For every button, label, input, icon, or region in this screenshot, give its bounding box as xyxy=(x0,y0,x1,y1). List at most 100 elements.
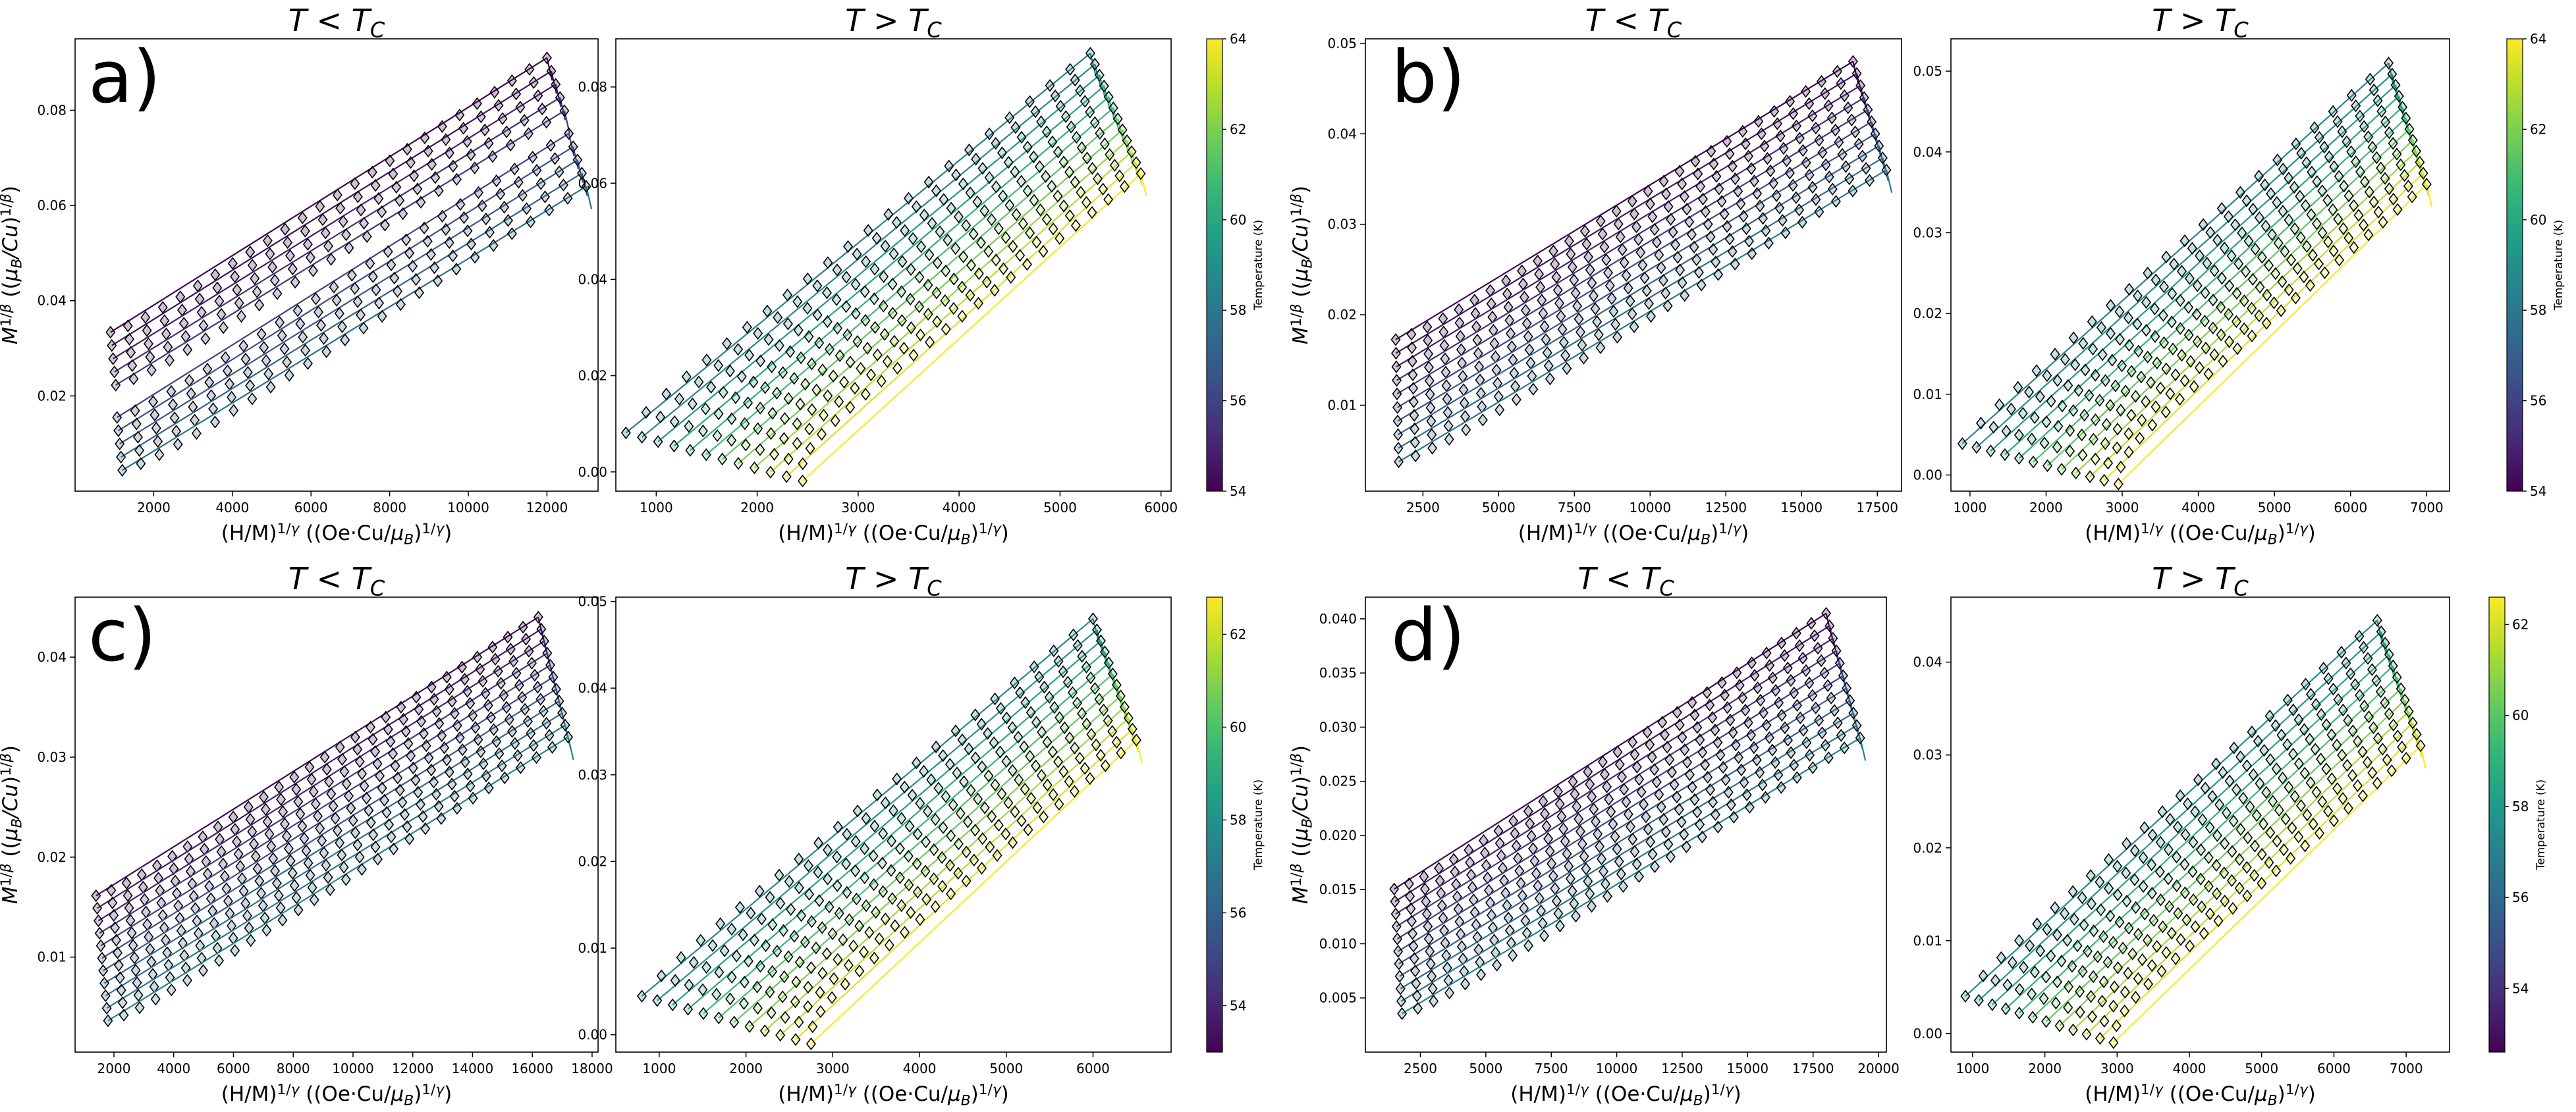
data-point xyxy=(1697,830,1707,843)
y-tick-label: 0.04 xyxy=(578,271,607,287)
data-point xyxy=(1738,691,1748,704)
data-point xyxy=(2367,140,2378,154)
data-point xyxy=(1422,320,1433,334)
data-point xyxy=(2312,174,2322,188)
data-point xyxy=(2270,719,2281,732)
data-point xyxy=(786,903,796,916)
data-point xyxy=(950,724,961,737)
data-point xyxy=(1761,718,1772,732)
data-point xyxy=(260,803,271,816)
data-point xyxy=(2337,749,2347,762)
data-point xyxy=(1410,422,1420,436)
data-point xyxy=(890,919,900,932)
data-point xyxy=(1743,716,1753,729)
data-point xyxy=(1837,147,1848,161)
data-point xyxy=(1127,722,1137,736)
data-point xyxy=(726,970,737,984)
data-point xyxy=(315,199,325,213)
data-point xyxy=(441,670,452,684)
data-point xyxy=(1824,170,1834,184)
data-point xyxy=(559,104,570,118)
data-point xyxy=(1427,428,1437,441)
data-point xyxy=(370,840,381,854)
data-point xyxy=(444,765,454,779)
axes-title: T < TC xyxy=(288,3,385,43)
data-point xyxy=(2155,381,2166,395)
data-point xyxy=(771,386,782,400)
fit-line xyxy=(114,97,561,373)
data-point xyxy=(127,359,138,373)
data-point xyxy=(798,457,808,470)
y-tick-label: 0.02 xyxy=(578,368,607,384)
data-point xyxy=(108,352,119,365)
data-point xyxy=(191,427,202,440)
data-point xyxy=(2216,300,2226,314)
data-point xyxy=(2098,930,2109,943)
fit-line xyxy=(786,162,1137,477)
data-point xyxy=(1627,307,1637,321)
data-point xyxy=(879,328,890,341)
data-point xyxy=(780,1011,790,1024)
data-point xyxy=(2388,137,2398,150)
data-point xyxy=(730,391,741,404)
data-point xyxy=(480,687,491,700)
data-point xyxy=(2241,759,2252,772)
data-point xyxy=(2179,374,2190,387)
colorbar-tick-label: 58 xyxy=(1230,812,1246,828)
data-point xyxy=(2403,704,2414,718)
data-point xyxy=(528,150,538,164)
data-point xyxy=(1778,142,1789,155)
data-point xyxy=(1593,328,1604,342)
x-axis-label: (H/M)1/γ ((Oe·Cu/μB)1/γ) xyxy=(778,521,1009,548)
data-point xyxy=(507,725,518,738)
data-point xyxy=(2088,433,2098,446)
data-point xyxy=(94,926,105,940)
data-point xyxy=(812,279,823,292)
data-point xyxy=(931,286,942,300)
data-point xyxy=(377,781,387,795)
data-point xyxy=(2355,689,2365,702)
data-point xyxy=(441,133,451,146)
data-point xyxy=(2205,821,2215,834)
data-point xyxy=(777,990,788,1003)
data-point xyxy=(2231,783,2241,797)
data-point xyxy=(698,424,708,438)
data-point xyxy=(2209,264,2220,278)
data-point xyxy=(509,162,520,176)
data-point xyxy=(2179,234,2190,248)
fit-line xyxy=(802,172,1141,482)
data-point xyxy=(2183,329,2194,342)
data-point xyxy=(229,404,239,417)
data-point xyxy=(1708,795,1718,809)
data-point xyxy=(779,970,790,984)
data-point xyxy=(1619,256,1630,269)
data-point xyxy=(2014,934,2025,947)
data-point xyxy=(154,448,165,462)
fit-line xyxy=(1398,675,1844,952)
fit-line xyxy=(96,628,542,909)
data-point xyxy=(1413,1001,1423,1015)
fit-line xyxy=(770,151,1132,473)
data-point xyxy=(1080,95,1090,108)
data-point xyxy=(2113,477,2124,490)
data-point xyxy=(1651,776,1662,789)
data-point xyxy=(153,435,163,448)
data-point xyxy=(2000,1002,2011,1016)
data-point xyxy=(1877,151,1888,165)
data-point xyxy=(1994,398,2005,411)
data-point xyxy=(466,237,477,251)
data-point xyxy=(1085,671,1096,685)
data-point xyxy=(1834,656,1845,670)
fit-line xyxy=(103,701,560,984)
data-point xyxy=(796,351,806,365)
data-point xyxy=(1590,302,1601,315)
data-point xyxy=(273,889,284,903)
data-point xyxy=(968,227,979,241)
data-point xyxy=(454,731,465,745)
data-point xyxy=(1636,785,1647,799)
data-point xyxy=(1716,676,1727,689)
data-point xyxy=(1603,266,1613,280)
data-point xyxy=(749,461,759,475)
data-point xyxy=(850,278,861,291)
data-point xyxy=(1716,195,1727,208)
